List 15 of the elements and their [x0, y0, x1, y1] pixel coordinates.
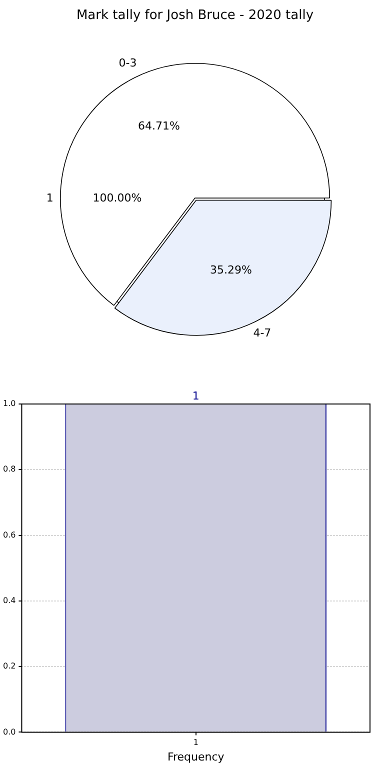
y-tick-label: 0.8: [2, 464, 16, 474]
y-tick-label: 0.6: [2, 530, 16, 540]
y-tick-label: 0.4: [2, 596, 16, 605]
x-axis-title: Frequency: [167, 750, 225, 764]
data-label: 100.00%: [92, 192, 142, 204]
slice-label: 0-3: [118, 56, 137, 70]
data-label: 1: [192, 389, 200, 402]
slice-label: 4-7: [253, 326, 272, 340]
data-label: 64.71%: [138, 119, 180, 132]
chart-title: Mark tally for Josh Bruce - 2020 tally: [75, 7, 315, 25]
y-tick-label: 1.0: [2, 399, 16, 408]
y-tick-label: 0.0: [2, 727, 16, 736]
data-label: 35.29%: [210, 264, 252, 277]
y-tick-label: 0.2: [2, 662, 16, 671]
slice-label: 1: [46, 192, 54, 204]
